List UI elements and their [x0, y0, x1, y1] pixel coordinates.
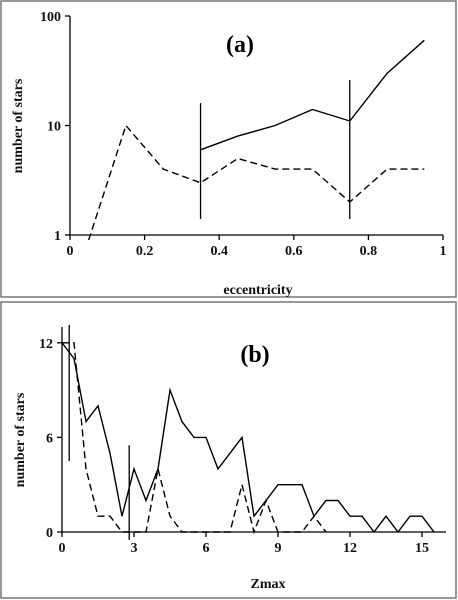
chart-b-panel-label: (b)	[240, 342, 269, 368]
series-line-dashed	[88, 124, 425, 241]
chart-a-panel-label: (a)	[226, 32, 254, 58]
x-tick-label: 3	[131, 541, 138, 556]
chart-b-y-axis-title: number of stars	[13, 392, 28, 487]
y-tick-label: 1	[54, 229, 61, 244]
chart-b-frame	[0, 301, 457, 599]
chart-b-x-axis-title: Zmax	[251, 577, 286, 592]
chart-b-series	[61, 342, 435, 535]
chart-b-ticks: 0 3 6 9 12 15 0 6 12	[39, 337, 429, 556]
x-tick-label: 0.8	[360, 244, 378, 259]
chart-a-frame	[0, 0, 457, 298]
series-line-solid	[61, 342, 435, 534]
chart-b: 0 3 6 9 12 15 0 6 12 (b) Zmax number of stars	[0, 301, 457, 599]
chart-a-x-axis-title: eccentricity	[223, 283, 292, 298]
series-line-dashed	[62, 342, 327, 535]
y-tick-label: 100	[40, 10, 61, 25]
x-tick-label: 6	[203, 541, 210, 556]
y-tick-label: 0	[46, 526, 53, 541]
x-tick-label: 0	[67, 244, 74, 259]
x-tick-label: 0.2	[136, 244, 154, 259]
chart-a-ticks: 0 0.2 0.4 0.6 0.8 1 1 10 100	[40, 10, 447, 259]
y-tick-label: 12	[39, 337, 53, 352]
x-tick-label: 12	[343, 541, 357, 556]
chart-a: 0 0.2 0.4 0.6 0.8 1 1 10 100 (a) eccentricity nu…	[0, 0, 457, 298]
chart-a-error-bars	[199, 80, 351, 219]
y-tick-label: 10	[47, 120, 61, 135]
chart-a-y-axis-title: number of stars	[11, 78, 26, 173]
x-tick-label: 1	[440, 244, 447, 259]
series-line-solid	[200, 39, 425, 151]
chart-a-series	[88, 39, 425, 241]
x-tick-label: 0.6	[285, 244, 303, 259]
x-tick-label: 9	[275, 541, 282, 556]
x-tick-label: 15	[415, 541, 429, 556]
x-tick-label: 0	[59, 541, 66, 556]
y-tick-label: 6	[46, 431, 53, 446]
x-tick-label: 0.4	[210, 244, 228, 259]
chart-b-error-bars	[68, 325, 130, 540]
